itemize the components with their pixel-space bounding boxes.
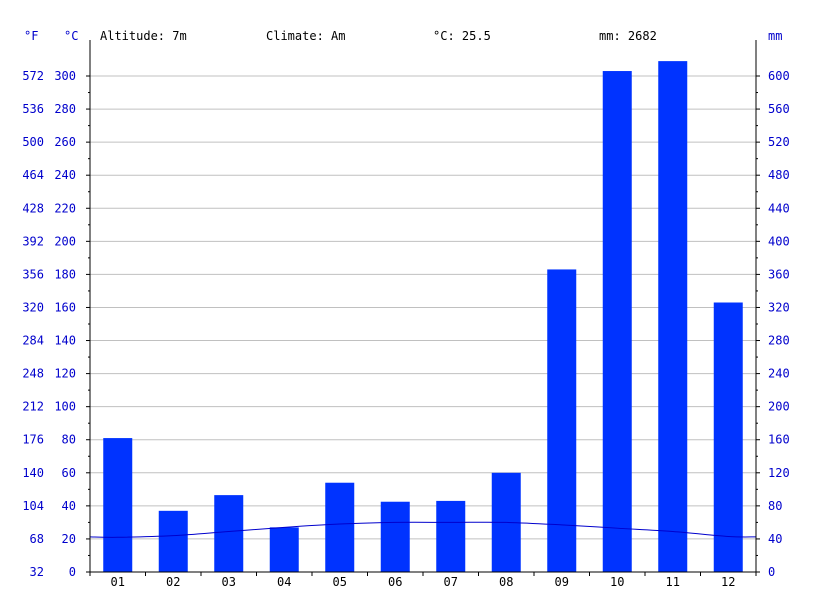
precip-bar	[602, 71, 632, 572]
axes	[86, 40, 760, 576]
precip-bar	[547, 269, 577, 572]
fahrenheit-tick-label: 68	[30, 532, 44, 546]
precip-tick-label: 400	[768, 234, 790, 248]
month-label: 04	[277, 575, 291, 589]
precip-tick-label: 40	[768, 532, 782, 546]
precip-tick-label: 200	[768, 400, 790, 414]
fahrenheit-ticks: 32 68 104 140 176 212 248 284 320 356 392 428 464 500…	[22, 69, 44, 579]
celsius-tick-label: 0	[69, 565, 76, 579]
fahrenheit-tick-label: 140	[22, 466, 44, 480]
fahrenheit-tick-label: 284	[22, 334, 44, 348]
month-label: 10	[610, 575, 624, 589]
fahrenheit-tick-label: 212	[22, 400, 44, 414]
precipitation-bars	[103, 61, 743, 573]
precip-ticks: 0 40 80 120 160 200 240 280 320 360 400 440 480 520 56…	[768, 69, 790, 579]
month-label: 06	[388, 575, 402, 589]
precip-bar	[325, 482, 355, 572]
climate-text: Climate: Am	[266, 29, 345, 43]
celsius-tick-label: 260	[54, 135, 76, 149]
precip-tick-label: 120	[768, 466, 790, 480]
fahrenheit-tick-label: 536	[22, 102, 44, 116]
header: Altitude: 7m Climate: Am °C: 25.5 mm: 26…	[100, 29, 657, 43]
fahrenheit-tick-label: 320	[22, 300, 44, 314]
fahrenheit-tick-label: 392	[22, 234, 44, 248]
precip-tick-label: 280	[768, 334, 790, 348]
precip-bar	[713, 302, 743, 572]
precip-tick-label: 520	[768, 135, 790, 149]
celsius-tick-label: 40	[62, 499, 76, 513]
celsius-axis-label: °C	[64, 29, 78, 43]
fahrenheit-tick-label: 428	[22, 201, 44, 215]
gridlines	[90, 75, 756, 540]
mean-temp-text: °C: 25.5	[433, 29, 491, 43]
precip-bar	[269, 527, 299, 572]
annual-precip-text: mm: 2682	[599, 29, 657, 43]
precip-bar	[158, 510, 188, 572]
fahrenheit-tick-label: 500	[22, 135, 44, 149]
month-label: 07	[444, 575, 458, 589]
celsius-tick-label: 160	[54, 300, 76, 314]
precip-tick-label: 0	[768, 565, 775, 579]
fahrenheit-tick-label: 572	[22, 69, 44, 83]
precip-bar	[436, 500, 466, 572]
celsius-tick-label: 240	[54, 168, 76, 182]
fahrenheit-axis-label: °F	[24, 29, 38, 43]
celsius-tick-label: 200	[54, 234, 76, 248]
month-label: 02	[166, 575, 180, 589]
fahrenheit-tick-label: 356	[22, 267, 44, 281]
precip-tick-label: 360	[768, 267, 790, 281]
month-label: 08	[499, 575, 513, 589]
month-label: 12	[721, 575, 735, 589]
fahrenheit-tick-label: 32	[30, 565, 44, 579]
celsius-ticks: 0 20 40 60 80 100 120 140 160 180 200 220 240 260 280 3…	[54, 69, 76, 579]
month-label: 05	[333, 575, 347, 589]
precip-tick-label: 320	[768, 300, 790, 314]
temperature-line-group	[89, 521, 757, 538]
month-label: 03	[222, 575, 236, 589]
precip-bar	[658, 61, 688, 573]
precip-bar	[103, 438, 133, 572]
precip-bar	[380, 501, 410, 572]
celsius-tick-label: 140	[54, 334, 76, 348]
precip-tick-label: 80	[768, 499, 782, 513]
celsius-tick-label: 20	[62, 532, 76, 546]
precip-tick-label: 160	[768, 433, 790, 447]
month-labels: 01 02 03 04 05 06 07 08 09 10 11 12	[111, 575, 736, 589]
fahrenheit-tick-label: 248	[22, 367, 44, 381]
precip-tick-label: 600	[768, 69, 790, 83]
precip-tick-label: 440	[768, 201, 790, 215]
month-label: 01	[111, 575, 125, 589]
temperature-line	[89, 521, 757, 538]
month-label: 11	[666, 575, 680, 589]
precip-tick-label: 240	[768, 367, 790, 381]
fahrenheit-tick-label: 176	[22, 433, 44, 447]
celsius-tick-label: 180	[54, 267, 76, 281]
precip-tick-label: 480	[768, 168, 790, 182]
celsius-tick-label: 220	[54, 201, 76, 215]
fahrenheit-tick-label: 464	[22, 168, 44, 182]
precip-bar	[214, 495, 244, 572]
precip-axis-label: mm	[768, 29, 782, 43]
altitude-text: Altitude: 7m	[100, 29, 187, 43]
celsius-tick-label: 300	[54, 69, 76, 83]
celsius-tick-label: 60	[62, 466, 76, 480]
fahrenheit-tick-label: 104	[22, 499, 44, 513]
precip-tick-label: 560	[768, 102, 790, 116]
celsius-tick-label: 280	[54, 102, 76, 116]
month-label: 09	[555, 575, 569, 589]
celsius-tick-label: 120	[54, 367, 76, 381]
celsius-tick-label: 100	[54, 400, 76, 414]
celsius-tick-label: 80	[62, 433, 76, 447]
